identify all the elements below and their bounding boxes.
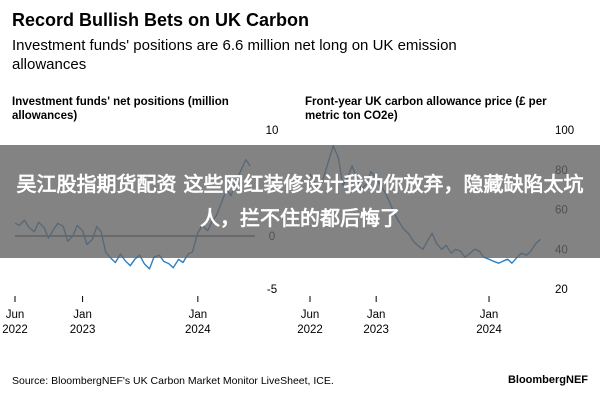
brand-logo: BloombergNEF bbox=[507, 374, 588, 386]
x-tick-label: 2023 bbox=[363, 324, 389, 336]
page-subtitle: Investment funds' positions are 6.6 mill… bbox=[12, 37, 457, 73]
x-tick-label: 2022 bbox=[2, 324, 28, 336]
x-tick-label: Jun bbox=[6, 309, 25, 321]
x-tick-label: Jan bbox=[189, 309, 208, 321]
left-chart-title: Investment funds' net positions (million… bbox=[12, 96, 229, 122]
x-tick-label: 2024 bbox=[185, 324, 211, 336]
y-tick-label: 20 bbox=[555, 284, 568, 296]
x-tick-label: Jan bbox=[367, 309, 386, 321]
y-tick-label: 100 bbox=[555, 125, 574, 137]
right-chart-title: Front-year UK carbon allowance price (£ … bbox=[305, 96, 547, 122]
x-tick-label: Jan bbox=[480, 309, 499, 321]
x-tick-label: 2024 bbox=[476, 324, 502, 336]
x-tick-label: 2023 bbox=[70, 324, 96, 336]
overlay-banner: 吴江股指期货配资 这些网红装修设计我劝你放弃，隐藏缺陷太坑人，拦不住的都后悔了 bbox=[0, 145, 600, 258]
y-tick-label: -5 bbox=[267, 284, 277, 296]
x-tick-label: Jan bbox=[73, 309, 92, 321]
y-tick-label: 10 bbox=[266, 125, 279, 137]
x-tick-label: 2022 bbox=[297, 324, 323, 336]
overlay-banner-text: 吴江股指期货配资 这些网红装修设计我劝你放弃，隐藏缺陷太坑人，拦不住的都后悔了 bbox=[16, 172, 584, 230]
page-title: Record Bullish Bets on UK Carbon bbox=[12, 10, 310, 30]
x-tick-label: Jun bbox=[301, 309, 320, 321]
source-note: Source: BloombergNEF's UK Carbon Market … bbox=[12, 375, 334, 387]
